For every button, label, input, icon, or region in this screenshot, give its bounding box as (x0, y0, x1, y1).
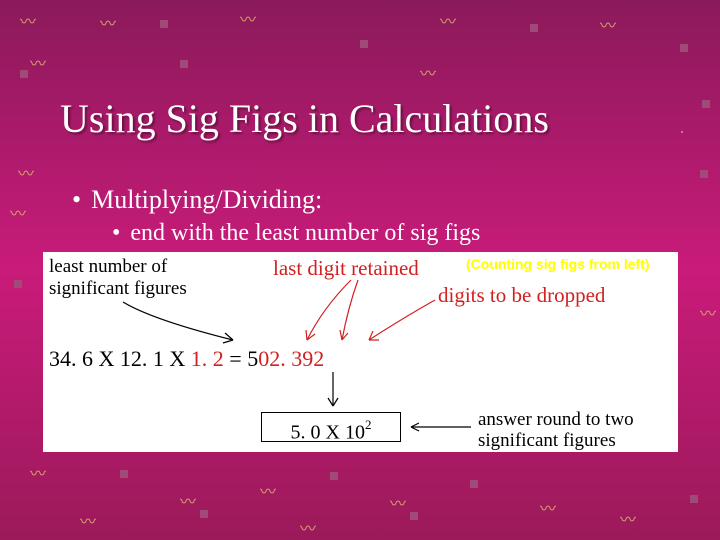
label-digits-dropped: digits to be dropped (438, 283, 605, 308)
arrow-down (323, 370, 343, 412)
bullet-sub: end with the least number of sig figs (112, 220, 480, 247)
arrow-dropped (363, 298, 443, 346)
label-answer-round: answer round to two significant figures (478, 410, 634, 452)
final-answer: 5. 0 X 102 (261, 412, 401, 442)
page-title: Using Sig Figs in Calculations (60, 95, 680, 142)
counting-note: (Counting sig figs from left) (466, 256, 650, 272)
bullet-main: Multiplying/Dividing: (72, 185, 322, 215)
arrow-answer (407, 422, 473, 432)
arrow-least (113, 300, 243, 350)
sigfig-diagram: least number of significant figures last… (43, 252, 678, 452)
label-least-sigfigs: least number of significant figures (49, 256, 187, 300)
